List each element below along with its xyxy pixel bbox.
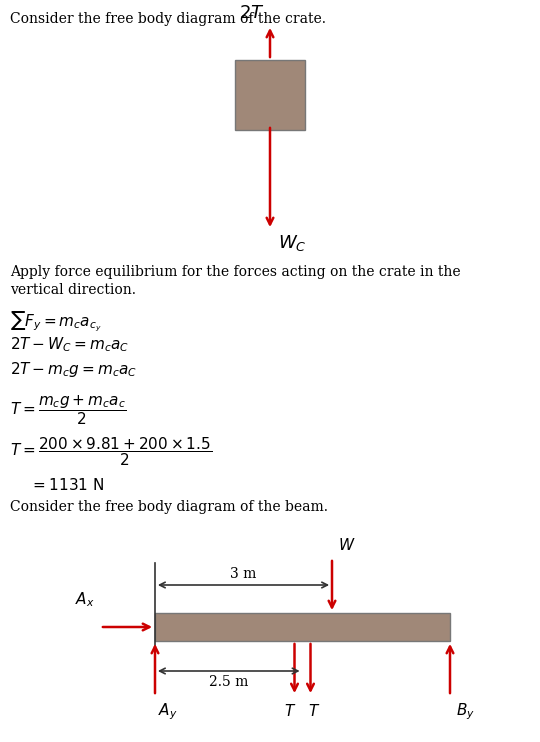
- Text: $T = \dfrac{200 \times 9.81 + 200 \times 1.5}{2}$: $T = \dfrac{200 \times 9.81 + 200 \times…: [10, 435, 212, 467]
- Bar: [155, 613, 450, 641]
- Text: $B_y$: $B_y$: [456, 701, 475, 722]
- Text: $A_y$: $A_y$: [158, 701, 178, 722]
- Text: $2T - W_C = m_c a_C$: $2T - W_C = m_c a_C$: [10, 335, 130, 354]
- Bar: [235, 60, 305, 130]
- Text: Consider the free body diagram of the crate.: Consider the free body diagram of the cr…: [10, 12, 326, 26]
- Text: $W_C$: $W_C$: [278, 233, 307, 253]
- Text: vertical direction.: vertical direction.: [10, 283, 136, 297]
- Text: $= 1131\ \mathrm{N}$: $= 1131\ \mathrm{N}$: [30, 477, 104, 493]
- Text: $A_x$: $A_x$: [76, 591, 95, 609]
- Text: 3 m: 3 m: [231, 567, 256, 581]
- Text: $W$: $W$: [338, 537, 355, 553]
- Text: $T$: $T$: [285, 703, 296, 719]
- Text: $2T$: $2T$: [239, 4, 265, 22]
- Text: $2T - m_c g = m_c a_C$: $2T - m_c g = m_c a_C$: [10, 360, 137, 379]
- Text: Consider the free body diagram of the beam.: Consider the free body diagram of the be…: [10, 500, 328, 514]
- Text: Apply force equilibrium for the forces acting on the crate in the: Apply force equilibrium for the forces a…: [10, 265, 461, 279]
- Text: 2.5 m: 2.5 m: [209, 675, 248, 689]
- Text: $T$: $T$: [308, 703, 321, 719]
- Text: $T = \dfrac{m_c g + m_c a_c}{2}$: $T = \dfrac{m_c g + m_c a_c}{2}$: [10, 393, 126, 427]
- Text: $\sum F_y = m_c a_{c_y}$: $\sum F_y = m_c a_{c_y}$: [10, 310, 102, 334]
